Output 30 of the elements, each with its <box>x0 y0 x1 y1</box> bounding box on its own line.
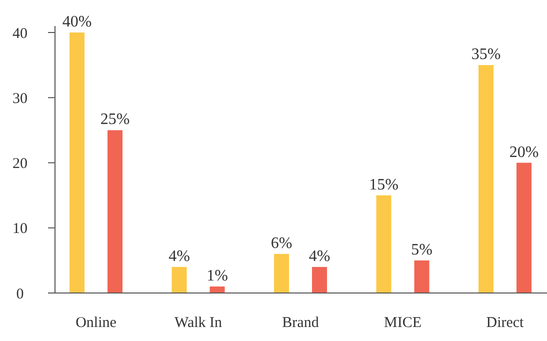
x-tick-label: MICE <box>384 315 422 331</box>
x-tick-label: Brand <box>282 315 320 331</box>
data-label: 4% <box>308 248 330 265</box>
y-tick-label: 20 <box>12 156 28 172</box>
x-tick-label: Online <box>76 315 117 331</box>
data-label: 15% <box>369 176 398 194</box>
bar <box>414 260 430 293</box>
bar <box>172 266 187 293</box>
x-tick-label: Direct <box>486 315 525 331</box>
bar <box>376 195 392 293</box>
y-tick-label: 30 <box>12 90 28 107</box>
bar <box>108 130 122 293</box>
data-label: 35% <box>471 46 501 64</box>
y-tick-label: 10 <box>12 221 28 238</box>
bar <box>210 286 225 293</box>
data-label: 1% <box>206 267 228 284</box>
data-label: 5% <box>411 241 432 258</box>
data-label: 20% <box>509 144 539 161</box>
x-tick-label: Walk In <box>174 315 223 331</box>
data-label: 40% <box>62 14 92 31</box>
data-label: 4% <box>168 248 190 265</box>
y-tick-label: 40 <box>12 26 28 42</box>
bar <box>312 266 327 293</box>
bar <box>516 162 532 293</box>
data-label: 25% <box>100 111 130 128</box>
y-tick-label: 0 <box>16 286 24 302</box>
bar <box>70 32 84 293</box>
bar <box>274 254 289 293</box>
data-label: 6% <box>270 234 292 252</box>
bar <box>478 65 494 293</box>
